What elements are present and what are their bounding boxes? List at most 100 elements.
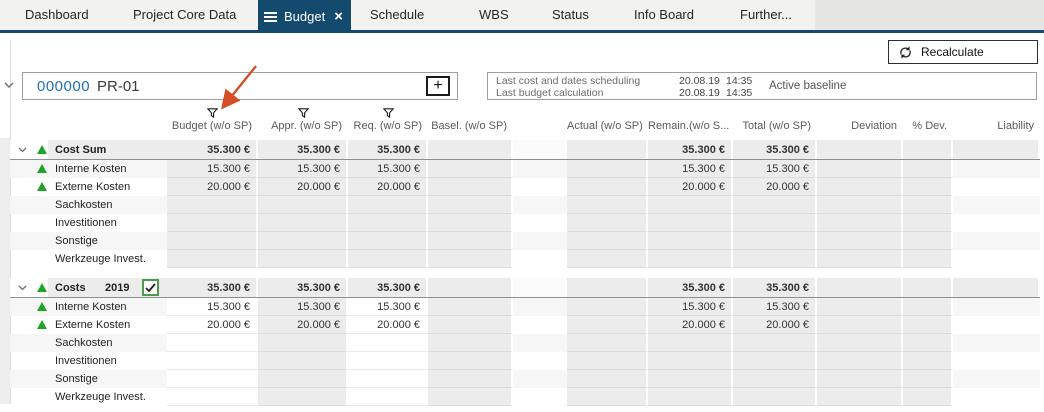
- close-icon[interactable]: ×: [334, 8, 343, 25]
- cell[interactable]: [167, 388, 258, 406]
- cell: [428, 214, 513, 232]
- tab-budget[interactable]: Budget ×: [258, 0, 351, 33]
- cell: [167, 214, 258, 232]
- column-header-remain[interactable]: Remain.(w/o S...: [648, 120, 730, 132]
- table-row: Externe Kosten 20.000 € 20.000 € 20.000 …: [10, 316, 1040, 334]
- cell: 15.300 €: [733, 160, 817, 178]
- cell: 20.000 €: [348, 178, 428, 196]
- column-header-appr[interactable]: Appr. (w/o SP): [271, 120, 342, 132]
- cell: [648, 196, 733, 214]
- filter-funnel-icon[interactable]: [348, 104, 428, 118]
- cell: 15.300 €: [258, 160, 348, 178]
- cell: [953, 250, 1040, 268]
- cell[interactable]: [167, 352, 258, 370]
- cell: [567, 278, 648, 297]
- cell: 15.300 €: [258, 298, 348, 316]
- table-row: Sonstige: [10, 232, 1040, 250]
- column-header-liability[interactable]: Liability: [997, 120, 1034, 132]
- project-name: PR-01: [97, 78, 140, 95]
- row-label: Sachkosten: [55, 337, 113, 349]
- cell: [733, 370, 817, 388]
- tab-project-core-data[interactable]: Project Core Data: [133, 7, 237, 22]
- cell[interactable]: [348, 370, 428, 388]
- cell: [817, 370, 903, 388]
- cell: [903, 352, 953, 370]
- cell: [258, 352, 348, 370]
- row-label: Externe Kosten: [55, 181, 131, 193]
- column-header-req[interactable]: Req. (w/o SP): [353, 120, 422, 132]
- column-header-row: Budget (w/o SP) Appr. (w/o SP) Req. (w/o…: [10, 118, 1040, 138]
- cell: 15.300 €: [167, 160, 258, 178]
- column-header-pdev[interactable]: % Dev.: [912, 120, 947, 132]
- tab-bar: Dashboard Project Core Data Budget × Sch…: [0, 0, 1044, 33]
- cell[interactable]: 20.000 €: [167, 316, 258, 334]
- row-label-cell: Interne Kosten: [10, 160, 167, 178]
- tab-info-board[interactable]: Info Board: [634, 7, 694, 22]
- cell: [567, 298, 648, 316]
- cell[interactable]: [167, 334, 258, 352]
- cell[interactable]: [348, 388, 428, 406]
- cell: 35.300 €: [258, 140, 348, 159]
- cell: [817, 316, 903, 334]
- cell[interactable]: [348, 334, 428, 352]
- row-label-cell: Sachkosten: [10, 334, 167, 352]
- tab-dashboard[interactable]: Dashboard: [25, 7, 89, 22]
- table-row-cost-sum: Cost Sum 35.300 € 35.300 € 35.300 € 35.3…: [10, 140, 1040, 160]
- hamburger-icon[interactable]: [264, 10, 277, 24]
- cell: [733, 388, 817, 406]
- cell: [428, 298, 513, 316]
- column-header-actual[interactable]: Actual (w/o SP): [567, 120, 643, 132]
- cell[interactable]: 15.300 €: [167, 298, 258, 316]
- cell: [567, 352, 648, 370]
- tab-wbs[interactable]: WBS: [479, 7, 509, 22]
- cell: [428, 232, 513, 250]
- cell: [428, 160, 513, 178]
- filter-funnel-icon[interactable]: [167, 104, 258, 118]
- row-label: Sonstige: [55, 373, 98, 385]
- cell: [903, 370, 953, 388]
- column-header-deviation[interactable]: Deviation: [851, 120, 897, 132]
- cell[interactable]: [348, 352, 428, 370]
- cell: [903, 298, 953, 316]
- project-collapse-chevron-icon[interactable]: [3, 81, 15, 89]
- status-up-triangle-icon: [37, 302, 47, 311]
- cell: [817, 196, 903, 214]
- tab-status[interactable]: Status: [552, 7, 589, 22]
- cell[interactable]: [167, 370, 258, 388]
- cell: [903, 388, 953, 406]
- cell: [817, 160, 903, 178]
- cell: [648, 250, 733, 268]
- filter-funnel-icon[interactable]: [258, 104, 348, 118]
- cell: [428, 140, 513, 159]
- tab-further[interactable]: Further...: [740, 7, 793, 22]
- tab-schedule[interactable]: Schedule: [370, 7, 425, 22]
- tab-budget-label: Budget: [284, 9, 326, 24]
- cell: [733, 352, 817, 370]
- table-row: Interne Kosten 15.300 € 15.300 € 15.300 …: [10, 160, 1040, 178]
- column-header-total[interactable]: Total (w/o SP): [742, 120, 811, 132]
- status-up-triangle-icon: [37, 283, 47, 292]
- collapse-chevron-icon[interactable]: [18, 285, 27, 291]
- cell[interactable]: 15.300 €: [348, 298, 428, 316]
- column-header-budget[interactable]: Budget (w/o SP): [171, 120, 252, 132]
- cell: [428, 352, 513, 370]
- cell: [903, 278, 953, 297]
- year-checkbox[interactable]: [142, 279, 159, 296]
- cell: [348, 250, 428, 268]
- cell: [567, 370, 648, 388]
- cell[interactable]: 20.000 €: [348, 316, 428, 334]
- collapse-chevron-icon[interactable]: [18, 147, 27, 153]
- add-button[interactable]: +: [426, 76, 450, 96]
- cell: [567, 214, 648, 232]
- cell: [903, 214, 953, 232]
- cell: [953, 370, 1040, 388]
- cell: [567, 160, 648, 178]
- project-id: 000000: [37, 78, 91, 95]
- cell: 20.000 €: [733, 178, 817, 196]
- cell: 20.000 €: [258, 178, 348, 196]
- status-up-triangle-icon: [37, 320, 47, 329]
- cell: [567, 334, 648, 352]
- recalculate-button[interactable]: Recalculate: [888, 40, 1038, 64]
- column-header-basel[interactable]: Basel. (w/o SP): [431, 120, 507, 132]
- row-label: Werkzeuge Invest.: [55, 391, 146, 403]
